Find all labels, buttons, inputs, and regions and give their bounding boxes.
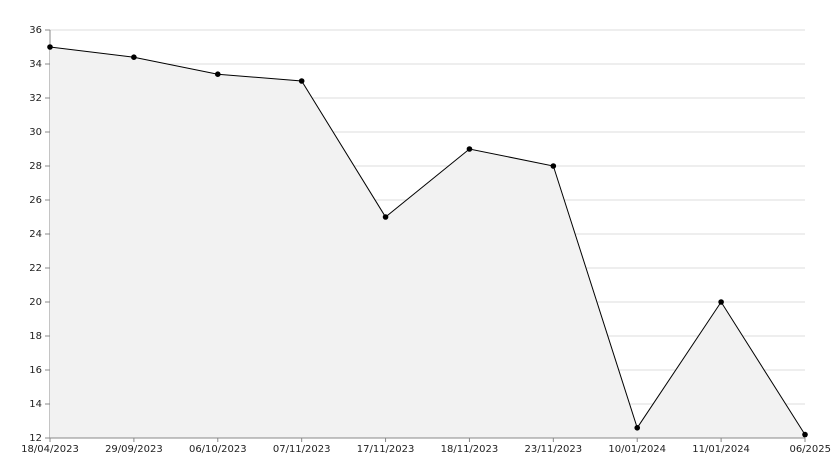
x-tick-label: 10/01/2024	[608, 444, 666, 455]
y-tick-label: 32	[29, 93, 42, 104]
x-tick-label: 23/11/2023	[525, 444, 583, 455]
point	[466, 146, 473, 152]
point	[47, 44, 53, 50]
point	[718, 299, 724, 305]
x-tick-label: 17/11/2023	[357, 444, 415, 455]
line	[49, 46, 806, 435]
area-fill	[50, 47, 805, 438]
x-tick-label: 18/11/2023	[441, 444, 499, 455]
point	[298, 78, 305, 84]
point	[214, 71, 221, 77]
y-tick-label: 30	[29, 127, 42, 138]
x-tick-label: 11/01/2024	[692, 444, 750, 455]
y-tick-label: 28	[29, 161, 42, 172]
point	[634, 425, 641, 431]
y-tick-label: 24	[29, 229, 42, 240]
y-tick-label: 20	[29, 297, 42, 308]
x-tick-label: 06/10/2023	[189, 444, 247, 455]
y-tick-label: 26	[29, 195, 42, 206]
point	[131, 54, 137, 60]
y-tick-label: 34	[29, 59, 42, 70]
y-tick-label: 12	[29, 433, 42, 444]
point	[550, 163, 557, 169]
y-tick-label: 16	[29, 365, 42, 376]
y-tick-label: 18	[29, 331, 42, 342]
x-tick-label: 29/09/2023	[105, 444, 163, 455]
y-tick-label: 36	[29, 25, 42, 36]
point	[382, 214, 389, 220]
x-tick-label: 06/2025	[789, 444, 831, 455]
y-tick-label: 22	[29, 263, 42, 274]
x-tick-label: 07/11/2023	[273, 444, 331, 455]
x-tick-label: 18/04/2023	[21, 444, 79, 455]
point	[802, 431, 808, 438]
y-tick-label: 14	[29, 399, 42, 410]
